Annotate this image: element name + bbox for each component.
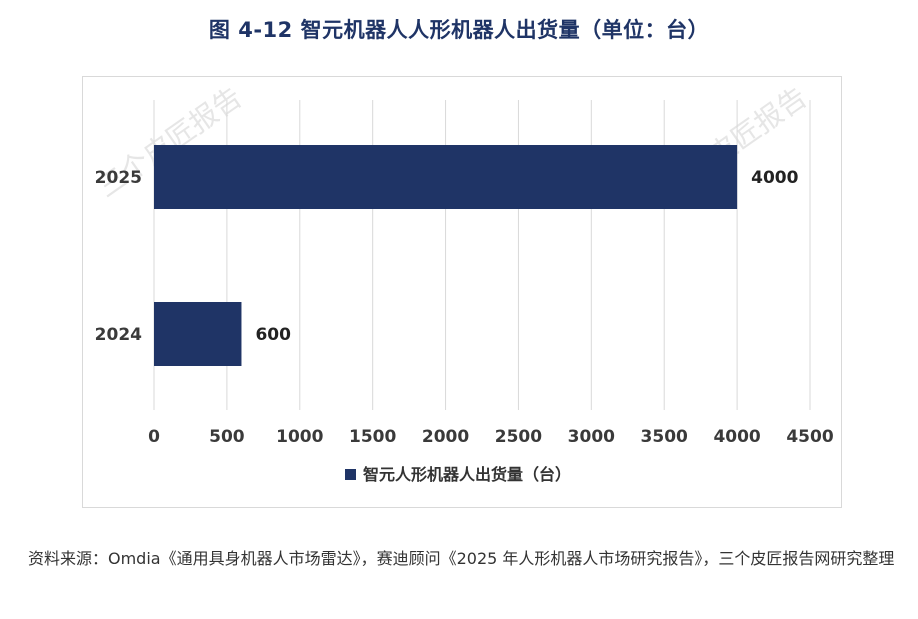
x-tick-label-6: 3000: [568, 427, 615, 447]
x-tick-label-1: 500: [209, 427, 245, 447]
x-tick-label-9: 4500: [786, 427, 833, 447]
x-tick-label-5: 2500: [495, 427, 542, 447]
data-label-2025: 4000: [751, 168, 798, 188]
chart-title: 图 4-12 智元机器人人形机器人出货量（单位：台）: [208, 18, 710, 42]
x-tick-label-8: 4000: [713, 427, 760, 447]
source-note: 资料来源：Omdia《通用具身机器人市场雷达》，赛迪顾问《2025 年人形机器人…: [28, 549, 895, 568]
x-tick-label-3: 1500: [349, 427, 396, 447]
data-label-2024: 600: [255, 325, 291, 345]
category-label-2025: 2025: [95, 168, 142, 188]
category-label-2024: 2024: [95, 325, 142, 345]
legend-label: 智元人形机器人出货量（台）: [363, 465, 571, 484]
legend-swatch: [345, 469, 356, 480]
x-tick-label-2: 1000: [276, 427, 323, 447]
x-tick-label-7: 3500: [641, 427, 688, 447]
x-tick-label-4: 2000: [422, 427, 469, 447]
x-tick-label-0: 0: [148, 427, 160, 447]
bar-2025: [154, 145, 738, 209]
bar-2024: [154, 302, 242, 366]
